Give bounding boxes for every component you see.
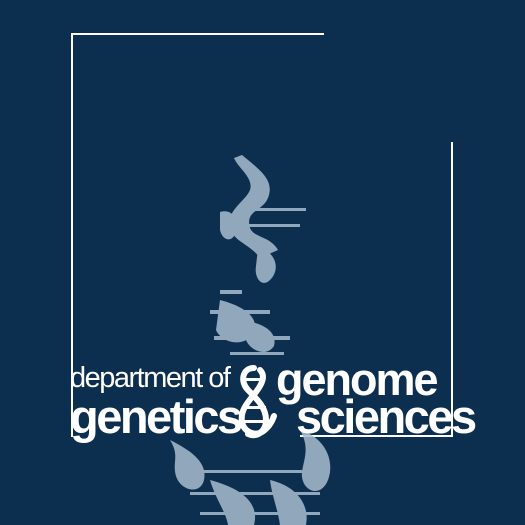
dna-helix-graphic xyxy=(150,140,370,525)
logo-line-sciences: sciences xyxy=(296,393,475,440)
logo-line-genetics: genetics xyxy=(70,393,241,440)
logo-line-department-of: department of xyxy=(70,364,229,393)
frame-top-line xyxy=(71,33,324,35)
ampersand-helix-icon xyxy=(232,362,278,442)
